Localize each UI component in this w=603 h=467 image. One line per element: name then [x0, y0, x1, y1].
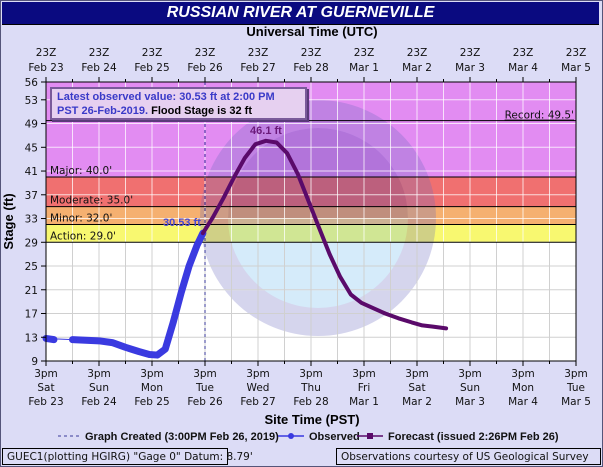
minor-stage-label: Minor: 32.0'	[50, 212, 112, 224]
y-tick-label: 41	[25, 166, 38, 178]
x-top-tick-time-label: 23Z	[36, 47, 57, 59]
action-stage-label: Action: 29.0'	[50, 230, 116, 242]
flood-stage-text: Flood Stage is 32 ft	[148, 105, 252, 117]
x-tick-date-label: Feb 25	[134, 396, 169, 408]
legend-forecast: Forecast (issued 2:26PM Feb 26)	[388, 431, 559, 443]
chart-title: RUSSIAN RIVER AT GUERNEVILLE	[2, 2, 599, 25]
x-tick-day-label: Sun	[89, 382, 109, 394]
observed-latest-annotation: 30.53 ft	[163, 217, 201, 229]
x-top-tick-date-label: Mar 1	[349, 62, 379, 74]
record-stage-label: Record: 49.5'	[505, 110, 574, 122]
forecast-legend-marker-icon	[367, 433, 373, 439]
y-tick-label: 37	[25, 190, 38, 202]
y-tick-label: 29	[25, 237, 38, 249]
latest-observed-text: Latest observed value: 30.53 ft at 2:00 …	[57, 91, 275, 103]
observations-credit-footer: Observations courtesy of US Geological S…	[336, 448, 601, 465]
x-tick-day-label: Mon	[512, 382, 534, 394]
forecast-series-line	[200, 138, 449, 331]
x-top-tick-time-label: 23Z	[354, 47, 375, 59]
x-tick-time-label: 3pm	[299, 368, 323, 380]
x-tick-time-label: 3pm	[34, 368, 58, 380]
x-top-tick-date-label: Feb 26	[187, 62, 223, 74]
y-tick-label: 9	[31, 356, 38, 368]
y-axis-title: Stage (ft)	[1, 193, 16, 249]
bottom-axis-title: Site Time (PST)	[264, 412, 359, 427]
x-tick-time-label: 3pm	[140, 368, 164, 380]
x-tick-day-label: Tue	[566, 382, 585, 394]
x-tick-day-label: Wed	[247, 382, 270, 394]
x-tick-day-label: Sat	[408, 382, 425, 394]
x-top-tick-date-label: Feb 27	[240, 62, 275, 74]
x-tick-time-label: 3pm	[87, 368, 111, 380]
x-top-tick-time-label: 23Z	[566, 47, 587, 59]
x-top-tick-time-label: 23Z	[195, 47, 216, 59]
y-tick-label: 33	[25, 214, 38, 226]
x-top-tick-date-label: Mar 5	[561, 62, 591, 74]
x-top-tick-date-label: Mar 3	[455, 62, 485, 74]
latest-observed-date: PST 26-Feb-2019.	[57, 105, 149, 117]
y-tick-label: 53	[25, 95, 38, 107]
x-tick-time-label: 3pm	[405, 368, 429, 380]
x-tick-date-label: Mar 3	[455, 396, 485, 408]
x-tick-date-label: Mar 5	[561, 396, 591, 408]
x-top-tick-date-label: Mar 4	[508, 62, 538, 74]
x-tick-time-label: 3pm	[511, 368, 535, 380]
y-tick-label: 21	[25, 285, 38, 297]
x-top-tick-time-label: 23Z	[248, 47, 269, 59]
y-tick-label: 45	[25, 142, 38, 154]
y-tick-label: 49	[25, 119, 38, 131]
x-top-tick-time-label: 23Z	[89, 47, 110, 59]
y-tick-label: 56	[25, 77, 39, 89]
x-top-tick-time-label: 23Z	[513, 47, 534, 59]
x-tick-day-label: Sun	[460, 382, 480, 394]
x-tick-day-label: Mon	[141, 382, 163, 394]
x-tick-date-label: Mar 4	[508, 396, 538, 408]
x-top-tick-date-label: Mar 2	[402, 62, 432, 74]
x-tick-time-label: 3pm	[564, 368, 588, 380]
x-tick-date-label: Feb 27	[240, 396, 275, 408]
x-tick-time-label: 3pm	[193, 368, 217, 380]
x-top-tick-date-label: Feb 23	[28, 62, 63, 74]
x-tick-day-label: Thu	[300, 382, 321, 394]
observed-legend-marker-icon	[288, 433, 294, 439]
x-tick-date-label: Feb 23	[28, 396, 63, 408]
y-tick-label: 13	[25, 332, 38, 344]
x-tick-time-label: 3pm	[246, 368, 270, 380]
x-tick-day-label: Tue	[195, 382, 214, 394]
observed-series-start	[42, 334, 58, 344]
x-top-tick-date-label: Feb 28	[293, 62, 328, 74]
noaa-watermark-icon	[200, 100, 436, 336]
latest-observation-box: Latest observed value: 30.53 ft at 2:00 …	[50, 87, 307, 120]
x-top-tick-time-label: 23Z	[301, 47, 322, 59]
x-tick-day-label: Sat	[37, 382, 54, 394]
x-top-tick-time-label: 23Z	[142, 47, 163, 59]
x-tick-date-label: Feb 28	[293, 396, 328, 408]
x-tick-time-label: 3pm	[352, 368, 376, 380]
top-axis-title: Universal Time (UTC)	[246, 24, 377, 39]
legend-graph-created: Graph Created (3:00PM Feb 26, 2019)	[85, 431, 279, 443]
observed-series-line	[69, 229, 207, 359]
x-tick-time-label: 3pm	[458, 368, 482, 380]
x-tick-day-label: Fri	[358, 382, 371, 394]
x-top-tick-date-label: Feb 25	[134, 62, 169, 74]
legend-observed: Observed	[309, 431, 360, 443]
x-tick-date-label: Feb 26	[187, 396, 223, 408]
x-top-tick-time-label: 23Z	[407, 47, 428, 59]
x-tick-date-label: Mar 1	[349, 396, 379, 408]
x-tick-date-label: Mar 2	[402, 396, 432, 408]
major-stage-label: Major: 40.0'	[50, 165, 112, 177]
forecast-peak-annotation: 46.1 ft	[250, 125, 282, 137]
moderate-stage-label: Moderate: 35.0'	[50, 195, 133, 207]
gage-datum-footer: GUEC1(plotting HGIRG) "Gage 0" Datum: 8.…	[2, 448, 253, 465]
y-tick-label: 25	[25, 261, 38, 273]
x-top-tick-time-label: 23Z	[460, 47, 481, 59]
y-tick-label: 17	[25, 309, 38, 321]
chart-grid-lower	[45, 242, 577, 361]
x-tick-date-label: Feb 24	[81, 396, 117, 408]
x-top-tick-date-label: Feb 24	[81, 62, 117, 74]
